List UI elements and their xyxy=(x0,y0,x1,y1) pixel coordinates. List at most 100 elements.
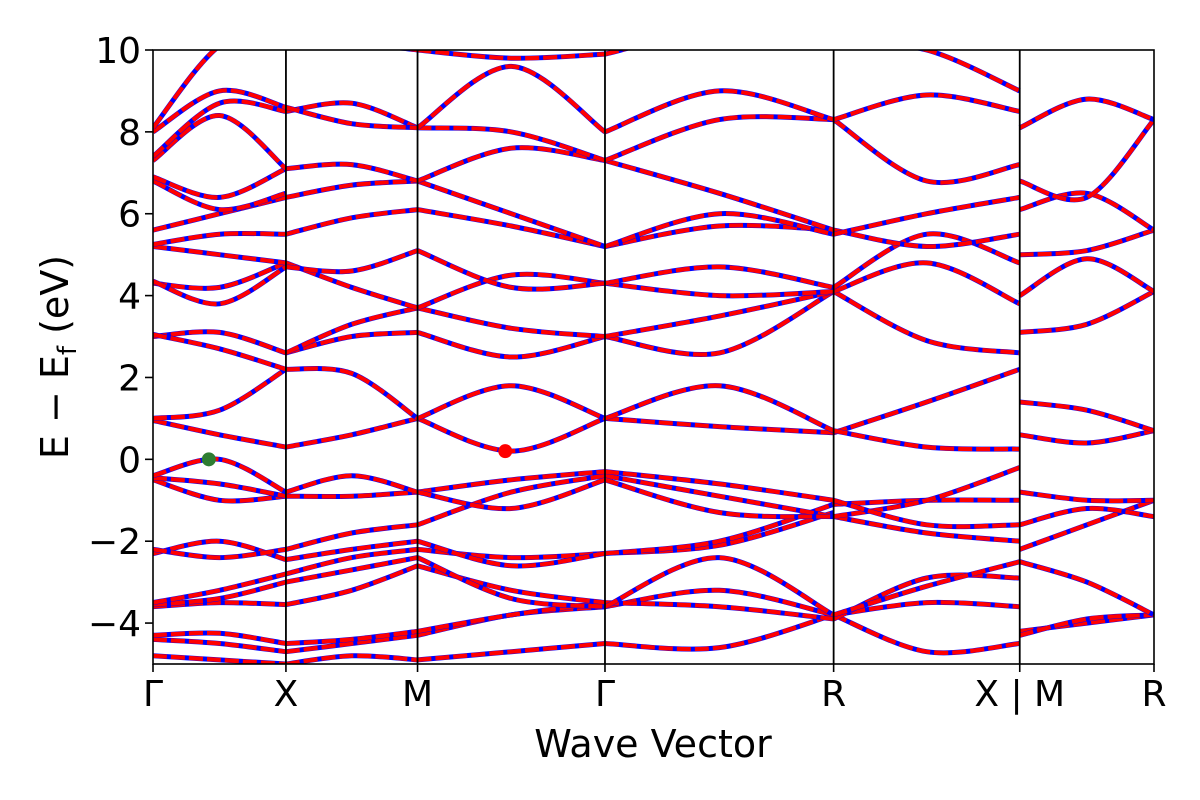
band-line-red-3-11 xyxy=(604,289,835,357)
band-line-red-1-0 xyxy=(285,653,418,664)
band-line-red-1-3 xyxy=(285,563,419,607)
band-line-red-4-1 xyxy=(833,600,1020,617)
band-line-red-0-0 xyxy=(153,653,287,664)
band-line-red-4-4 xyxy=(833,514,1020,544)
band-line-red-5-10 xyxy=(1019,228,1154,257)
band-line-red-4-13 xyxy=(833,228,1020,249)
high-symmetry-lines xyxy=(285,50,1021,664)
band-line-red-2-19 xyxy=(417,125,606,163)
y-tick-label-6: 8 xyxy=(118,113,141,154)
band-line-blue-3-10 xyxy=(604,383,835,434)
y-axis-ticks: −4 −2 0 2 4 6 8 10 xyxy=(88,31,153,645)
band-line-red-2-17 xyxy=(416,179,606,249)
band-line-red-1-20 xyxy=(285,105,418,130)
band-line-red-2-7 xyxy=(416,473,606,527)
band-line-blue-2-11 xyxy=(416,383,606,421)
band-line-blue-1-11 xyxy=(285,366,419,421)
band-line-red-3-19 xyxy=(604,88,835,134)
band-line-red-0-18 xyxy=(153,231,286,247)
band-line-red-2-12 xyxy=(416,330,606,360)
band-line-red-0-5 xyxy=(153,571,287,605)
band-line-red-5-4 xyxy=(1019,506,1154,527)
band-line-red-1-7 xyxy=(285,522,418,552)
band-line-red-5-5 xyxy=(1019,490,1154,503)
plot-frame xyxy=(152,49,1155,665)
band-line-red-1-8 xyxy=(285,490,418,499)
band-lines xyxy=(153,50,1154,664)
band-line-red-4-7 xyxy=(833,498,1020,529)
band-line-red-0-9 xyxy=(153,475,287,499)
band-line-red-3-3 xyxy=(604,555,835,617)
x-tick-label-1: X xyxy=(274,674,299,715)
band-line-red-4-12 xyxy=(832,231,1021,290)
band-line-red-0-14 xyxy=(153,332,287,372)
band-line-red-5-6 xyxy=(1019,428,1154,446)
band-line-blue-2-13 xyxy=(416,305,606,339)
y-axis-label: E − Ef (eV) xyxy=(33,255,83,459)
band-line-red-2-20 xyxy=(416,64,607,134)
band-line-red-1-6 xyxy=(285,539,418,562)
band-line-blue-5-13 xyxy=(1018,96,1154,131)
band-line-red-4-14 xyxy=(833,195,1021,237)
band-line-red-0-7 xyxy=(153,547,287,560)
band-line-blue-3-0 xyxy=(604,612,835,652)
band-line-red-2-15 xyxy=(416,248,606,292)
y-tick-label-5: 6 xyxy=(118,195,141,236)
y-axis-label-main: E − E xyxy=(33,355,77,459)
band-line-red-1-21 xyxy=(399,50,418,53)
band-line-red-4-3 xyxy=(832,559,1021,617)
band-line-red-0-25 xyxy=(153,50,218,130)
band-line-red-2-4 xyxy=(416,555,606,609)
band-line-red-2-11 xyxy=(416,383,606,421)
band-line-red-3-2 xyxy=(604,600,834,622)
band-line-red-1-1 xyxy=(285,633,418,654)
band-line-red-4-11 xyxy=(832,260,1021,306)
band-line-red-0-10 xyxy=(153,456,287,494)
band-line-red-3-7 xyxy=(604,469,834,503)
band-line-red-3-10 xyxy=(604,383,835,433)
band-line-red-0-19 xyxy=(153,195,287,233)
band-line-blue-2-1 xyxy=(416,604,606,638)
band-line-red-0-12 xyxy=(153,367,288,421)
band-line-blue-1-13 xyxy=(284,305,419,356)
band-line-blue-1-21 xyxy=(395,50,418,53)
band-line-red-3-12 xyxy=(604,289,835,339)
y-axis-label-subscript: f xyxy=(53,345,83,355)
x-tick-label-2: M xyxy=(402,674,433,715)
marker-cbm xyxy=(498,444,513,459)
band-line-red-4-10 xyxy=(832,289,1020,355)
band-line-blue-5-2 xyxy=(1018,559,1154,618)
band-line-red-3-0 xyxy=(604,612,835,652)
band-line-red-1-2 xyxy=(285,629,418,646)
band-line-blue-4-10 xyxy=(832,289,1021,356)
band-line-red-2-9 xyxy=(417,477,606,511)
y-tick-label-1: −2 xyxy=(88,522,141,563)
x-tick-label-4: R xyxy=(821,674,846,715)
band-line-red-5-12 xyxy=(1019,118,1154,202)
band-line-red-1-19 xyxy=(285,100,419,130)
band-line-red-1-15 xyxy=(285,248,419,274)
band-line-red-0-17 xyxy=(153,244,287,265)
band-line-blue-0-21 xyxy=(153,166,287,200)
band-line-red-2-18 xyxy=(416,145,606,183)
y-tick-label-3: 2 xyxy=(118,358,141,399)
extrema-markers xyxy=(201,444,513,467)
band-line-red-1-5 xyxy=(285,547,418,576)
band-line-red-5-13 xyxy=(1018,96,1154,130)
band-line-red-5-8 xyxy=(1019,289,1154,335)
band-line-red-0-24 xyxy=(153,88,287,134)
band-line-red-0-6 xyxy=(153,539,287,562)
band-line-red-4-9 xyxy=(833,428,1020,452)
band-line-red-3-6 xyxy=(604,473,834,519)
band-line-red-3-17 xyxy=(604,158,835,233)
band-line-red-1-4 xyxy=(285,555,418,585)
marker-vbm xyxy=(201,452,216,467)
band-line-red-2-13 xyxy=(417,305,606,339)
band-line-red-0-13 xyxy=(153,329,287,355)
x-axis-label: Wave Vector xyxy=(534,722,772,766)
band-line-red-0-22 xyxy=(153,113,288,171)
band-line-red-5-1 xyxy=(1019,612,1154,638)
band-line-red-5-7 xyxy=(1019,399,1154,433)
band-line-red-2-6 xyxy=(416,539,606,569)
band-line-red-3-13 xyxy=(604,281,834,298)
